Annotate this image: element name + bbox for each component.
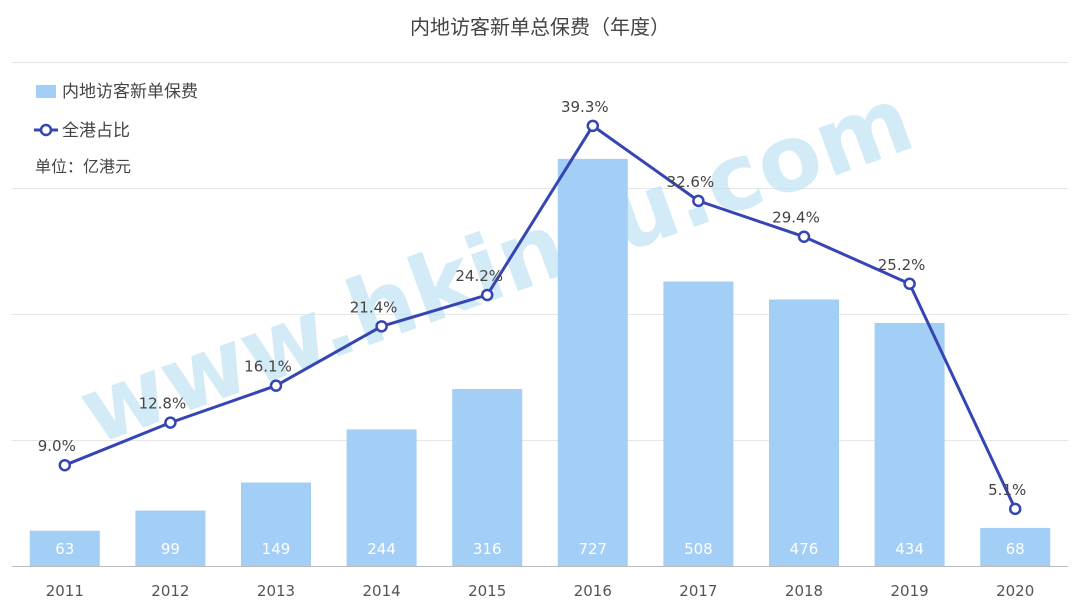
- bar: [557, 158, 628, 566]
- x-tick-label: 2014: [363, 582, 401, 600]
- x-tick-label: 2019: [891, 582, 929, 600]
- legend-bar-label: 内地访客新单保费: [62, 82, 198, 102]
- bar-value-label: 476: [790, 540, 819, 558]
- line-point: [903, 277, 916, 291]
- percent-label: 29.4%: [772, 209, 820, 227]
- x-tick-label: 2020: [996, 582, 1034, 600]
- bar: [874, 322, 945, 566]
- percent-label: 21.4%: [350, 298, 398, 316]
- line-point: [375, 320, 388, 333]
- bar: [346, 429, 417, 566]
- bar: [452, 389, 523, 566]
- x-tick-label: 2011: [46, 582, 84, 600]
- line-path: [64, 124, 1017, 510]
- percent-label: 12.8%: [139, 395, 187, 413]
- bar-series: 63 99 149 244 316 727 508 476 434 68: [29, 158, 1051, 566]
- legend: 内地访客新单保费 全港占比 单位：亿港元: [34, 82, 198, 176]
- bar-value-label: 149: [262, 540, 291, 558]
- line-point: [1008, 502, 1022, 516]
- line-point: [692, 194, 705, 208]
- percent-label: 9.0%: [38, 437, 76, 455]
- percent-label: 32.6%: [667, 173, 715, 191]
- chart-title: 内地访客新单总保费（年度）: [410, 15, 670, 39]
- bar-value-label: 63: [55, 540, 74, 558]
- x-tick-label: 2015: [468, 582, 506, 600]
- line-point: [480, 288, 494, 302]
- bar-value-label: 434: [895, 540, 924, 558]
- legend-line-label: 全港占比: [62, 121, 130, 141]
- bar-value-label: 68: [1006, 540, 1025, 558]
- line-point: [586, 119, 600, 133]
- percent-label: 24.2%: [455, 267, 503, 285]
- x-axis: 2011 2012 2013 2014 2015 2016 2017 2018 2019 2020: [12, 566, 1068, 600]
- bar-value-label: 508: [684, 540, 713, 558]
- bar: [241, 482, 311, 566]
- line-point: [797, 230, 811, 243]
- bar: [980, 527, 1051, 566]
- bar: [135, 510, 206, 566]
- bar-value-label: 244: [367, 540, 396, 558]
- bar: [769, 299, 839, 566]
- percent-label: 5.1%: [988, 481, 1026, 499]
- bar: [29, 530, 100, 566]
- x-tick-label: 2018: [785, 582, 823, 600]
- percent-label: 16.1%: [244, 358, 292, 376]
- percent-label: 39.3%: [561, 98, 609, 116]
- bar-value-label: 316: [473, 540, 502, 558]
- bar-value-label: 727: [578, 540, 607, 558]
- legend-line-marker: [39, 123, 53, 137]
- x-tick-label: 2016: [574, 582, 612, 600]
- x-tick-label: 2017: [679, 582, 717, 600]
- bar-value-label: 99: [161, 540, 180, 558]
- percent-label: 25.2%: [878, 256, 926, 274]
- line-point: [164, 416, 177, 429]
- x-tick-label: 2012: [151, 582, 189, 600]
- line-point: [269, 379, 283, 392]
- bar: [663, 281, 734, 566]
- line-point: [58, 458, 72, 472]
- x-tick-label: 2013: [257, 582, 295, 600]
- legend-bar-swatch: [36, 85, 56, 98]
- line-series: 9.0% 12.8% 16.1% 21.4% 24.2% 39.3% 32.6% 29.4% 2…: [38, 98, 1026, 516]
- unit-label: 单位：亿港元: [35, 157, 131, 176]
